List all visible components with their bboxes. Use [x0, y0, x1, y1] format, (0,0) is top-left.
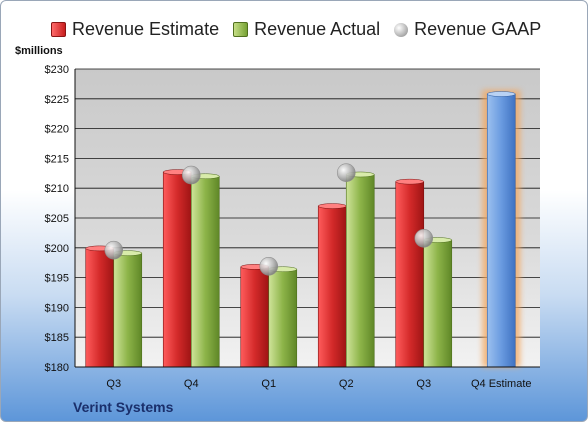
y-tick-label: $230	[45, 64, 69, 76]
gaap-marker	[104, 240, 124, 260]
y-tick-label: $220	[45, 124, 69, 136]
x-tick-label: Q4	[184, 378, 199, 390]
gaap-marker	[259, 256, 279, 276]
bar-estimate	[240, 266, 270, 368]
y-tick-label: $215	[45, 153, 69, 165]
legend: Revenue Estimate Revenue Actual Revenue …	[51, 19, 555, 40]
bar-actual	[113, 252, 143, 368]
legend-label-gaap: Revenue GAAP	[414, 19, 542, 39]
bar-actual	[190, 175, 220, 368]
gaap-marker	[414, 228, 434, 248]
legend-item-actual: Revenue Actual	[233, 19, 380, 40]
y-tick-label: $190	[45, 302, 69, 314]
x-tick-label: Q3	[416, 378, 431, 390]
bar-estimate	[162, 171, 192, 368]
y-tick-label: $185	[45, 332, 69, 344]
y-tick-label: $205	[45, 213, 69, 225]
bar-estimate	[395, 181, 425, 368]
legend-item-estimate: Revenue Estimate	[51, 19, 219, 40]
y-tick-label: $180	[45, 362, 69, 374]
bar-estimate-cap	[395, 178, 424, 185]
y-tick-label: $210	[45, 183, 69, 195]
legend-swatch-estimate	[51, 22, 66, 37]
x-tick-label: Q2	[339, 378, 354, 390]
y-tick-label: $200	[45, 243, 69, 255]
legend-item-gaap: Revenue GAAP	[394, 19, 541, 40]
x-tick-label: Q3	[106, 378, 121, 390]
x-tick-label: Q1	[261, 378, 276, 390]
y-tick-label: $225	[45, 94, 69, 106]
y-tick-label: $195	[45, 273, 69, 285]
bar-forecast-cap	[487, 91, 516, 97]
company-name: Verint Systems	[73, 399, 174, 415]
bar-forecast	[486, 93, 516, 368]
legend-label-estimate: Revenue Estimate	[72, 19, 220, 39]
x-tick-label: Q4 Estimate	[471, 378, 532, 390]
y-axis-unit-label: $millions	[15, 45, 63, 57]
legend-swatch-actual	[233, 22, 249, 37]
bar-actual	[268, 268, 298, 368]
legend-swatch-gaap	[394, 22, 409, 37]
bar-estimate	[317, 205, 347, 368]
gaap-marker	[336, 163, 356, 183]
bar-actual	[423, 239, 453, 368]
bar-actual	[345, 174, 375, 368]
gaap-marker	[181, 165, 201, 185]
bar-estimate-cap	[318, 203, 347, 209]
legend-label-actual: Revenue Actual	[254, 19, 381, 39]
bar-estimate	[85, 248, 115, 368]
